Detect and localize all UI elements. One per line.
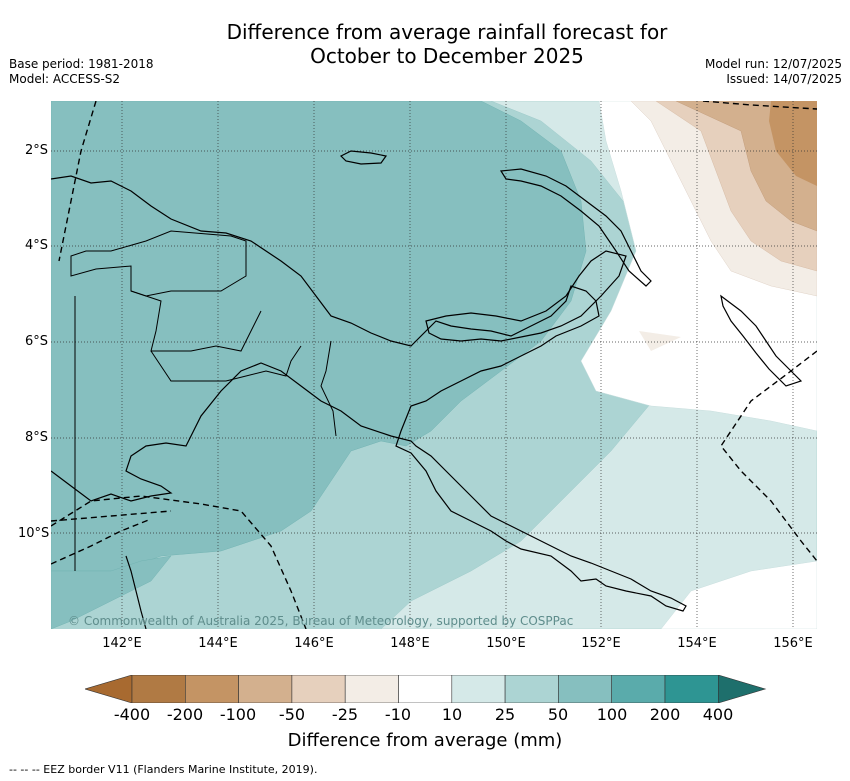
new-ireland-coast — [499, 168, 652, 287]
x-tick-144e: 144°E — [198, 636, 238, 651]
colorbar-segments — [85, 675, 767, 703]
cb-label-400: 400 — [702, 705, 734, 724]
colorbar-segment — [238, 675, 293, 703]
australia-coast — [125, 555, 147, 629]
province-borders — [70, 230, 337, 571]
model-run: Model run: 12/07/2025 — [704, 57, 842, 71]
y-tick-10s: 10°S — [18, 526, 50, 541]
cb-label-25: 25 — [494, 705, 516, 724]
base-period: Base period: 1981-2018 — [9, 57, 154, 71]
contour-50-100 — [51, 101, 587, 572]
title-line-1: Difference from average rainfall forecas… — [226, 20, 668, 44]
y-tick-4s: 4°S — [24, 238, 48, 253]
colorbar-segment — [185, 675, 239, 703]
eez-footnote: -- -- -- EEZ border V11 (Flanders Marine… — [9, 763, 318, 776]
coastlines — [51, 150, 803, 629]
cb-label-minus200: -200 — [166, 705, 204, 724]
model-name: Model: ACCESS-S2 — [9, 72, 121, 86]
y-tick-2s: 2°S — [24, 143, 48, 158]
x-tick-154e: 154°E — [677, 636, 717, 651]
x-tick-156e: 156°E — [773, 636, 813, 651]
x-tick-142e: 142°E — [102, 636, 142, 651]
colorbar-extend-high — [717, 675, 767, 703]
cb-label-200: 200 — [649, 705, 681, 724]
cb-label-100: 100 — [596, 705, 628, 724]
chart-title: Difference from average rainfall forecas… — [0, 20, 850, 68]
title-line-2: October to December 2025 — [310, 44, 584, 68]
colorbar-title: Difference from average (mm) — [287, 730, 563, 751]
eez-borders — [51, 101, 817, 629]
y-tick-6s: 6°S — [24, 334, 48, 349]
colorbar-segment — [344, 675, 399, 703]
cb-label-minus25: -25 — [331, 705, 359, 724]
colorbar-segment — [558, 675, 612, 703]
cb-label-10: 10 — [441, 705, 463, 724]
copyright-text: © Commonwealth of Australia 2025, Bureau… — [68, 614, 573, 628]
manus-coast — [339, 150, 388, 165]
meta-right: Model run: 12/07/2025 Issued: 14/07/2025 — [705, 57, 842, 87]
colorbar-segment — [664, 675, 719, 703]
cb-label-minus10: -10 — [384, 705, 412, 724]
gridlines — [51, 101, 817, 629]
colorbar-segment — [398, 675, 453, 703]
colorbar-segment — [611, 675, 666, 703]
new-britain-coast — [425, 250, 627, 342]
new-guinea-coast — [51, 175, 687, 612]
rainfall-map: © Commonwealth of Australia 2025, Bureau… — [51, 101, 817, 629]
x-tick-150e: 150°E — [486, 636, 526, 651]
cb-label-minus100: -100 — [219, 705, 257, 724]
contour-50-100-sw — [51, 555, 172, 629]
x-tick-146e: 146°E — [294, 636, 334, 651]
bougainville-coast — [720, 294, 803, 387]
x-tick-148e: 148°E — [390, 636, 430, 651]
colorbar-segment — [291, 675, 346, 703]
meta-left: Base period: 1981-2018 Model: ACCESS-S2 — [9, 57, 154, 87]
colorbar-segment — [131, 675, 186, 703]
colorbar-segment — [451, 675, 506, 703]
colorbar — [85, 675, 767, 703]
cb-label-50: 50 — [547, 705, 569, 724]
issued-date: Issued: 14/07/2025 — [726, 72, 842, 86]
cb-label-minus400: -400 — [113, 705, 151, 724]
colorbar-extend-low — [85, 675, 133, 703]
contour-neutral-patch — [639, 331, 681, 351]
y-tick-8s: 8°S — [24, 430, 48, 445]
contour-neutral-sw — [660, 560, 817, 629]
x-tick-152e: 152°E — [581, 636, 621, 651]
colorbar-segment — [504, 675, 559, 703]
cb-label-minus50: -50 — [278, 705, 306, 724]
